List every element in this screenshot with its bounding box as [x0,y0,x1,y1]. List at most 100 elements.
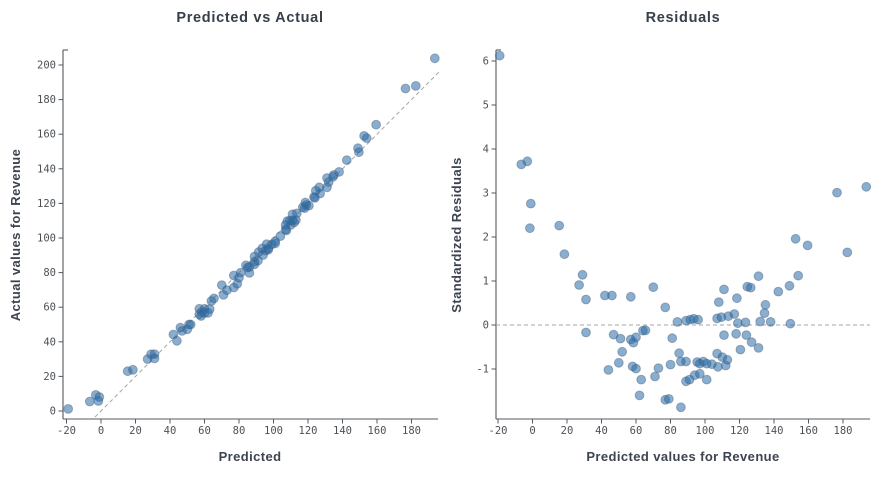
y-tick-label: 20 [43,371,56,383]
y-tick-label: 4 [483,144,489,156]
x-tick-label: 180 [402,425,421,437]
y-axis-label: Actual values for Revenue [8,149,23,322]
scatter-point [719,284,729,295]
scatter-point [663,394,674,404]
scatter-point [617,346,628,357]
x-tick-label: 80 [664,425,677,437]
scatter-point [494,50,505,61]
scatter-point [353,143,363,154]
x-tick-label: -20 [57,425,76,437]
y-tick-label: 0 [50,406,56,418]
y-tick-label: 3 [483,188,489,200]
x-tick-label: 100 [696,425,715,437]
scatter-point [713,297,724,308]
x-tick-label: 120 [730,425,749,437]
x-axis-label: Predicted [219,449,282,464]
scatter-point [603,365,614,375]
x-tick-label: 120 [299,425,318,437]
scatter-point [275,231,286,242]
scatter-point [765,317,776,327]
scatter-point [676,402,686,413]
scatter-point [270,238,281,249]
x-tick-label: 40 [595,425,608,437]
scatter-point [287,209,298,220]
x-tick-label: 20 [561,425,574,437]
y-tick-label: 6 [483,56,489,68]
scatter-point [753,271,764,282]
scatter-point [672,317,683,327]
x-tick-label: 20 [129,425,142,437]
scatter-point [712,348,723,359]
y-tick-label: 0 [483,320,489,332]
x-tick-label: 60 [198,425,211,437]
scatter-point [773,286,784,297]
scatter-point [522,156,533,167]
y-tick-label: 1 [483,276,489,288]
scatter-point [525,198,536,209]
y-tick-label: 80 [43,267,56,279]
scatter-point [701,374,712,385]
points-layer [63,53,440,414]
y-tick-label: 200 [37,60,56,72]
y-tick-label: 160 [37,129,56,141]
scatter-point [802,240,813,251]
scatter-point [149,353,160,364]
scatter-point [607,290,617,301]
scatter-point [784,280,795,291]
scatter-point [650,371,660,382]
scatter-point [608,329,619,340]
scatter-point [410,81,421,91]
scatter-point [832,187,842,198]
x-tick-label: 0 [98,425,104,437]
scatter-point [631,363,641,374]
scatter-point [760,299,771,310]
scatter-point [660,302,671,313]
scatter-point [615,333,626,344]
scatter-point [842,247,853,258]
scatter-point [648,282,659,293]
scatter-point [282,216,293,227]
scatter-point [554,220,565,231]
predicted-vs-actual-chart: Predicted vs Actual -20 0 20 40 60 80 100 120 14… [8,10,441,464]
scatter-point [759,308,770,319]
scatter-point [280,224,291,235]
scatter-point [740,317,751,328]
y-tick-label: 140 [37,163,56,175]
y-tick-label: 100 [37,233,56,245]
x-axis-label: Predicted values for Revenue [586,449,779,464]
scatter-point [128,364,138,375]
scatter-point [861,181,872,192]
y-tick-label: 180 [37,94,56,106]
scatter-point [746,337,757,348]
y-tick-label: -1 [476,364,489,376]
scatter-point [785,318,796,329]
scatter-point [753,343,764,353]
scatter-point [182,324,193,335]
scatter-point [732,293,742,304]
scatter-point [559,249,570,260]
scatter-point [631,332,641,343]
scatter-point [172,335,182,346]
scatter-point [261,239,272,250]
scatter-point [234,272,244,283]
scatter-point [722,354,733,365]
scatter-point [574,280,585,290]
axes-layer: -20 0 20 40 60 80 100 120 140 160 1800204060801001… [37,49,438,437]
scatter-point [525,223,535,234]
scatter-point [371,119,382,130]
scatter-point [731,328,742,339]
x-tick-label: -20 [489,425,508,437]
scatter-point [341,155,352,166]
scatter-point [681,356,691,367]
scatter-point [755,316,766,327]
scatter-point [674,348,685,359]
y-tick-label: 40 [43,336,56,348]
scatter-point [665,359,676,370]
y-axis-label: Standardized Residuals [449,157,464,312]
reference-line-layer [94,70,441,418]
scatter-point [300,197,311,208]
scatter-point [667,333,678,344]
scatter-point [310,185,321,196]
scatter-point [613,357,624,368]
